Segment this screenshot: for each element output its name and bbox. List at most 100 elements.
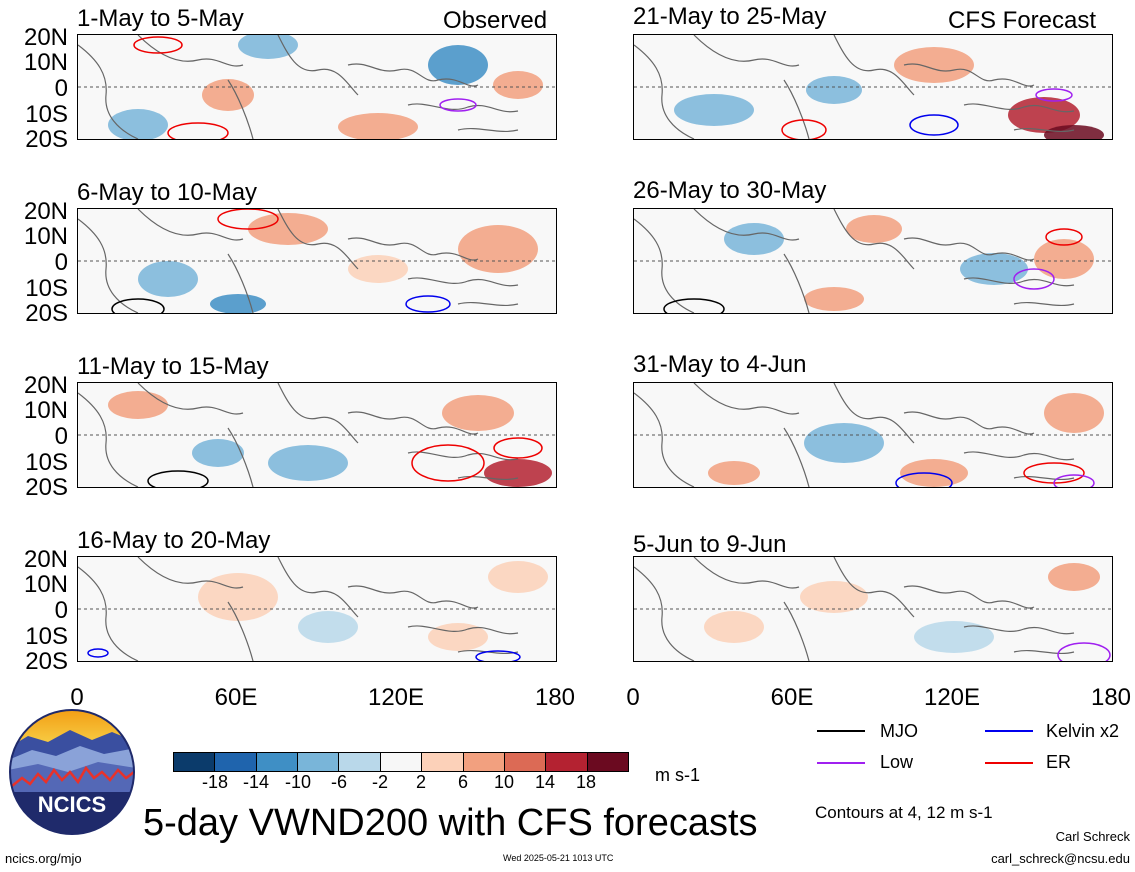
coastline — [78, 557, 519, 661]
colorbar-tick: -14 — [242, 772, 269, 792]
map-field — [78, 209, 556, 313]
anomaly-shading — [1048, 563, 1100, 591]
wave-contour — [1045, 228, 1083, 246]
lat-tick: 10N — [23, 397, 68, 424]
wave-contour — [1035, 88, 1073, 102]
colorbar-swatch — [215, 753, 257, 771]
anomaly-shading — [428, 45, 488, 85]
wave-contour — [493, 437, 543, 459]
footer-author: Carl Schreck — [1055, 829, 1130, 844]
map-field — [78, 383, 556, 487]
wave-contour — [909, 114, 959, 136]
colorbar-tick: 10 — [493, 772, 515, 792]
colorbar — [173, 752, 629, 772]
anomaly-shading — [488, 561, 548, 593]
lat-tick: 20S — [25, 300, 68, 327]
lon-tick: 60E — [214, 684, 258, 711]
wave-contour — [1023, 462, 1085, 484]
colorbar-tick: 18 — [575, 772, 597, 792]
anomaly-shading — [960, 253, 1028, 285]
panel-title-fcst-1: 21-May to 25-May — [633, 3, 827, 30]
legend-label-kelvin: Kelvin x2 — [1046, 721, 1120, 741]
wave-contour — [147, 470, 209, 487]
colorbar-tick: -18 — [201, 772, 228, 792]
lat-tick: 20N — [23, 198, 68, 225]
lon-tick: 60E — [770, 684, 814, 711]
ncics-logo-graphic: NCICS — [9, 709, 135, 835]
colorbar-tick: -6 — [330, 772, 347, 792]
legend-swatch-low — [817, 762, 865, 764]
colorbar-swatch — [174, 753, 216, 771]
anomaly-shading — [724, 223, 784, 255]
colorbar-swatch — [339, 753, 381, 771]
anomaly-shading — [198, 573, 278, 621]
footer-url: ncics.org/mjo — [5, 851, 82, 866]
lat-tick: 20S — [25, 126, 68, 153]
map-panel-obs-3 — [77, 382, 557, 488]
panel-title-fcst-4: 5-Jun to 9-Jun — [633, 531, 787, 558]
anomaly-shading — [804, 287, 864, 311]
colorbar-swatch — [380, 753, 423, 771]
legend-swatch-mjo — [817, 730, 865, 732]
map-panel-fcst-1 — [633, 34, 1113, 140]
footer-email: carl_schreck@ncsu.edu — [991, 851, 1130, 866]
anomaly-shading — [806, 76, 862, 104]
colorbar-swatch — [546, 753, 588, 771]
lat-tick: 10S — [25, 101, 68, 128]
panel-title-obs-4: 16-May to 20-May — [77, 527, 271, 554]
anomaly-shading — [1044, 125, 1104, 139]
anomaly-shading — [458, 225, 538, 273]
lat-tick: 10N — [23, 223, 68, 250]
anomaly-shading — [338, 113, 418, 139]
anomaly-shading — [248, 213, 328, 245]
colorbar-swatch — [587, 753, 628, 771]
anomaly-shading — [192, 439, 244, 467]
colorbar-swatch — [463, 753, 505, 771]
colorbar-units: m s-1 — [655, 765, 700, 785]
map-field — [78, 35, 556, 139]
coastline — [634, 209, 1075, 313]
wave-contour — [133, 36, 183, 54]
lat-tick: 0 — [54, 597, 68, 624]
anomaly-shading — [108, 391, 168, 419]
anomaly-shading — [804, 423, 884, 463]
lat-tick: 0 — [54, 423, 68, 450]
lat-tick: 0 — [54, 75, 68, 102]
anomaly-shading — [1034, 239, 1094, 279]
ncics-logo: NCICS — [8, 708, 136, 841]
legend-label-low: Low — [880, 752, 914, 772]
colorbar-tick: -2 — [371, 772, 388, 792]
lat-tick: 10S — [25, 275, 68, 302]
footer-timestamp: Wed 2025-05-21 1013 UTC — [503, 853, 614, 863]
colorbar-tick: -10 — [284, 772, 311, 792]
lat-tick: 20N — [23, 546, 68, 573]
panel-title-fcst-2: 26-May to 30-May — [633, 177, 827, 204]
anomaly-shading — [442, 395, 514, 431]
wave-contour — [663, 298, 725, 313]
anomaly-shading — [674, 94, 754, 126]
colorbar-tick: 14 — [534, 772, 556, 792]
map-field — [634, 557, 1112, 661]
coastline — [78, 383, 519, 487]
anomaly-shading — [1044, 393, 1104, 433]
lon-tick: 180 — [534, 684, 576, 711]
map-field — [78, 557, 556, 661]
legend-label-er: ER — [1046, 752, 1072, 772]
anomaly-shading — [914, 621, 994, 653]
lat-tick: 0 — [54, 249, 68, 276]
legend-label-mjo: MJO — [880, 721, 918, 741]
colorbar-swatch — [256, 753, 299, 771]
map-field — [634, 35, 1112, 139]
lat-tick: 20S — [25, 648, 68, 675]
anomaly-shading — [846, 215, 902, 243]
anomaly-shading — [800, 581, 868, 613]
map-panel-fcst-3 — [633, 382, 1113, 488]
lon-tick: 0 — [70, 684, 84, 711]
anomaly-shading — [298, 611, 358, 643]
anomaly-shading — [493, 71, 543, 99]
map-panel-obs-2 — [77, 208, 557, 314]
coastline — [78, 35, 519, 139]
wave-contour — [87, 648, 109, 658]
map-panel-fcst-2 — [633, 208, 1113, 314]
legend-swatch-kelvin — [985, 730, 1033, 732]
